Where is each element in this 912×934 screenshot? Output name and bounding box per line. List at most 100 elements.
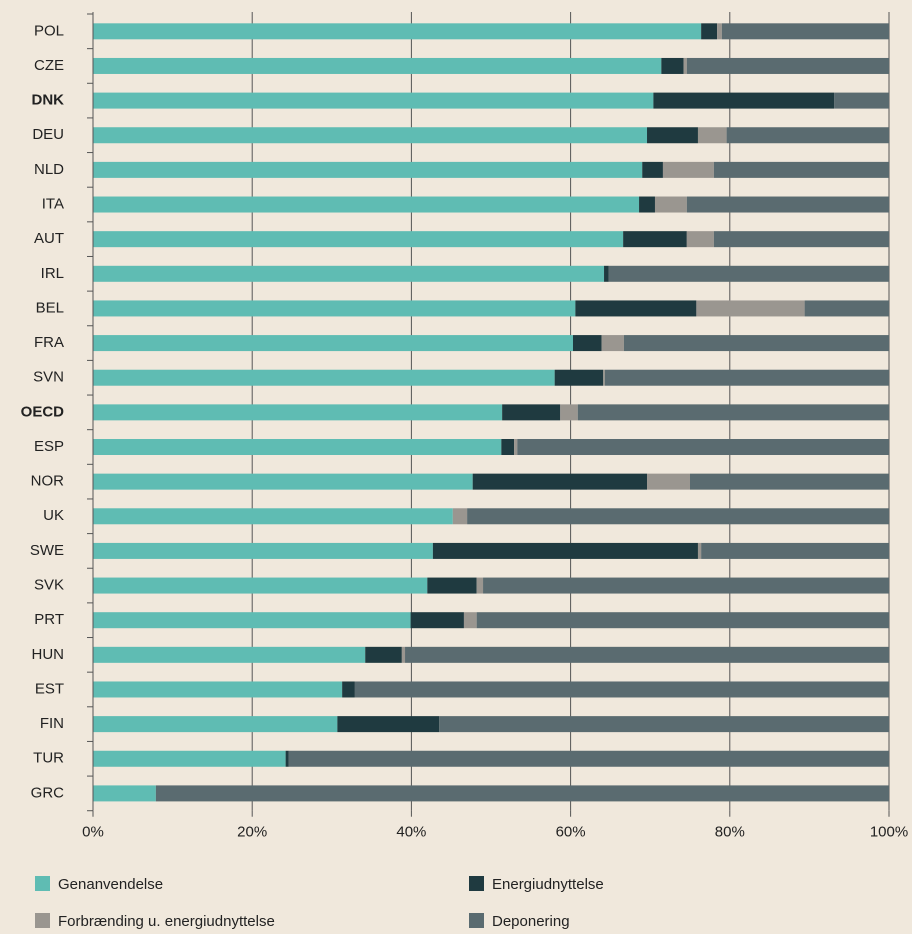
bar-segment (93, 785, 156, 802)
y-tick-label: ITA (42, 195, 64, 212)
legend-label: Energiudnyttelse (492, 876, 604, 893)
bar-segment (502, 404, 561, 421)
bar-segment (501, 439, 515, 455)
y-tick-label: OECD (21, 403, 65, 420)
bar-segment (427, 577, 477, 594)
y-tick-label: SVK (34, 577, 64, 594)
bar-segment (93, 542, 433, 559)
bar-segment (804, 300, 889, 317)
bar-segment (713, 231, 889, 248)
bar-segment (463, 612, 477, 629)
bar-segment (721, 23, 889, 40)
bar-segment (690, 473, 889, 490)
bar-segment (623, 231, 687, 248)
bar-segment (476, 612, 889, 629)
bar-segment (93, 265, 605, 282)
bar-segment (93, 23, 702, 40)
bar-segment (93, 716, 338, 733)
x-tick-label: 100% (870, 824, 908, 841)
legend-label: Genanvendelse (58, 876, 163, 893)
bar-segment (642, 161, 663, 178)
bar-segment (726, 127, 889, 144)
y-tick-label: EST (35, 680, 64, 697)
bar-segment (405, 646, 889, 663)
y-tick-label: BEL (36, 299, 64, 316)
bar-segment (285, 750, 289, 767)
bar-segment (93, 92, 654, 109)
bar-segment (661, 57, 684, 74)
bar-segment (410, 612, 464, 629)
bar-segment (697, 127, 727, 144)
bar-segment (662, 161, 714, 178)
bar-segment (577, 404, 889, 421)
bar-segment (608, 265, 889, 282)
bar-segment (717, 23, 722, 40)
bar-segment (365, 646, 402, 663)
bar-segment (686, 57, 889, 74)
y-tick-label: UK (43, 507, 64, 524)
bar-segment (696, 300, 805, 317)
bar-segment (604, 369, 889, 386)
bar-segment (483, 577, 889, 594)
bar-segment (93, 681, 343, 698)
bar-segment (603, 369, 605, 386)
bar-segment (467, 508, 889, 525)
bar-segment (93, 196, 640, 213)
bar-segment (401, 646, 406, 663)
bar-segment (342, 681, 355, 698)
bar-segment (93, 127, 648, 144)
bar-segment (93, 300, 576, 317)
bar-segment (686, 196, 889, 213)
bar-segment (354, 681, 889, 698)
bar-segment (554, 369, 604, 386)
bar-segment (647, 127, 698, 144)
bar-segment (93, 612, 411, 629)
x-tick-label: 0% (82, 824, 104, 841)
bar-segment (93, 404, 503, 421)
bar-segment (653, 92, 835, 109)
y-tick-label: FIN (40, 715, 64, 732)
y-tick-label: AUT (34, 230, 64, 247)
bar-segment (93, 57, 662, 74)
bar-segment (472, 473, 648, 490)
bar-segment (93, 369, 555, 386)
bar-segment (432, 542, 698, 559)
y-tick-label: DNK (32, 92, 65, 109)
legend-swatch (469, 876, 484, 891)
bar-segment (439, 716, 889, 733)
bar-segment (93, 473, 473, 490)
bar-segment (517, 439, 889, 455)
bar-segment (697, 542, 702, 559)
legend-swatch (35, 913, 50, 928)
bar-segment (572, 335, 602, 352)
bar-segment (654, 196, 687, 213)
bar-segment (701, 542, 889, 559)
y-tick-label: NOR (31, 473, 65, 490)
bar-segment (93, 646, 366, 663)
y-tick-label: IRL (41, 265, 64, 282)
bar-segment (514, 439, 518, 455)
legend-swatch (35, 876, 50, 891)
bar-segment (604, 265, 609, 282)
bar-segment (639, 196, 655, 213)
bar-segment (337, 716, 440, 733)
x-tick-label: 40% (396, 824, 426, 841)
y-tick-label: NLD (34, 161, 64, 178)
bar-segment (93, 508, 453, 525)
bar-segment (647, 473, 690, 490)
x-tick-label: 60% (556, 824, 586, 841)
y-tick-label: DEU (32, 126, 64, 143)
bar-segment (623, 335, 889, 352)
bar-segment (93, 231, 624, 248)
bar-segment (93, 161, 643, 178)
y-tick-label: TUR (33, 750, 64, 767)
y-tick-label: ESP (34, 438, 64, 455)
y-tick-label: GRC (31, 784, 65, 801)
bar-segment (601, 335, 624, 352)
bar-segment (701, 23, 718, 40)
y-tick-label: CZE (34, 57, 64, 74)
bar-segment (713, 161, 889, 178)
y-tick-label: HUN (32, 646, 65, 663)
